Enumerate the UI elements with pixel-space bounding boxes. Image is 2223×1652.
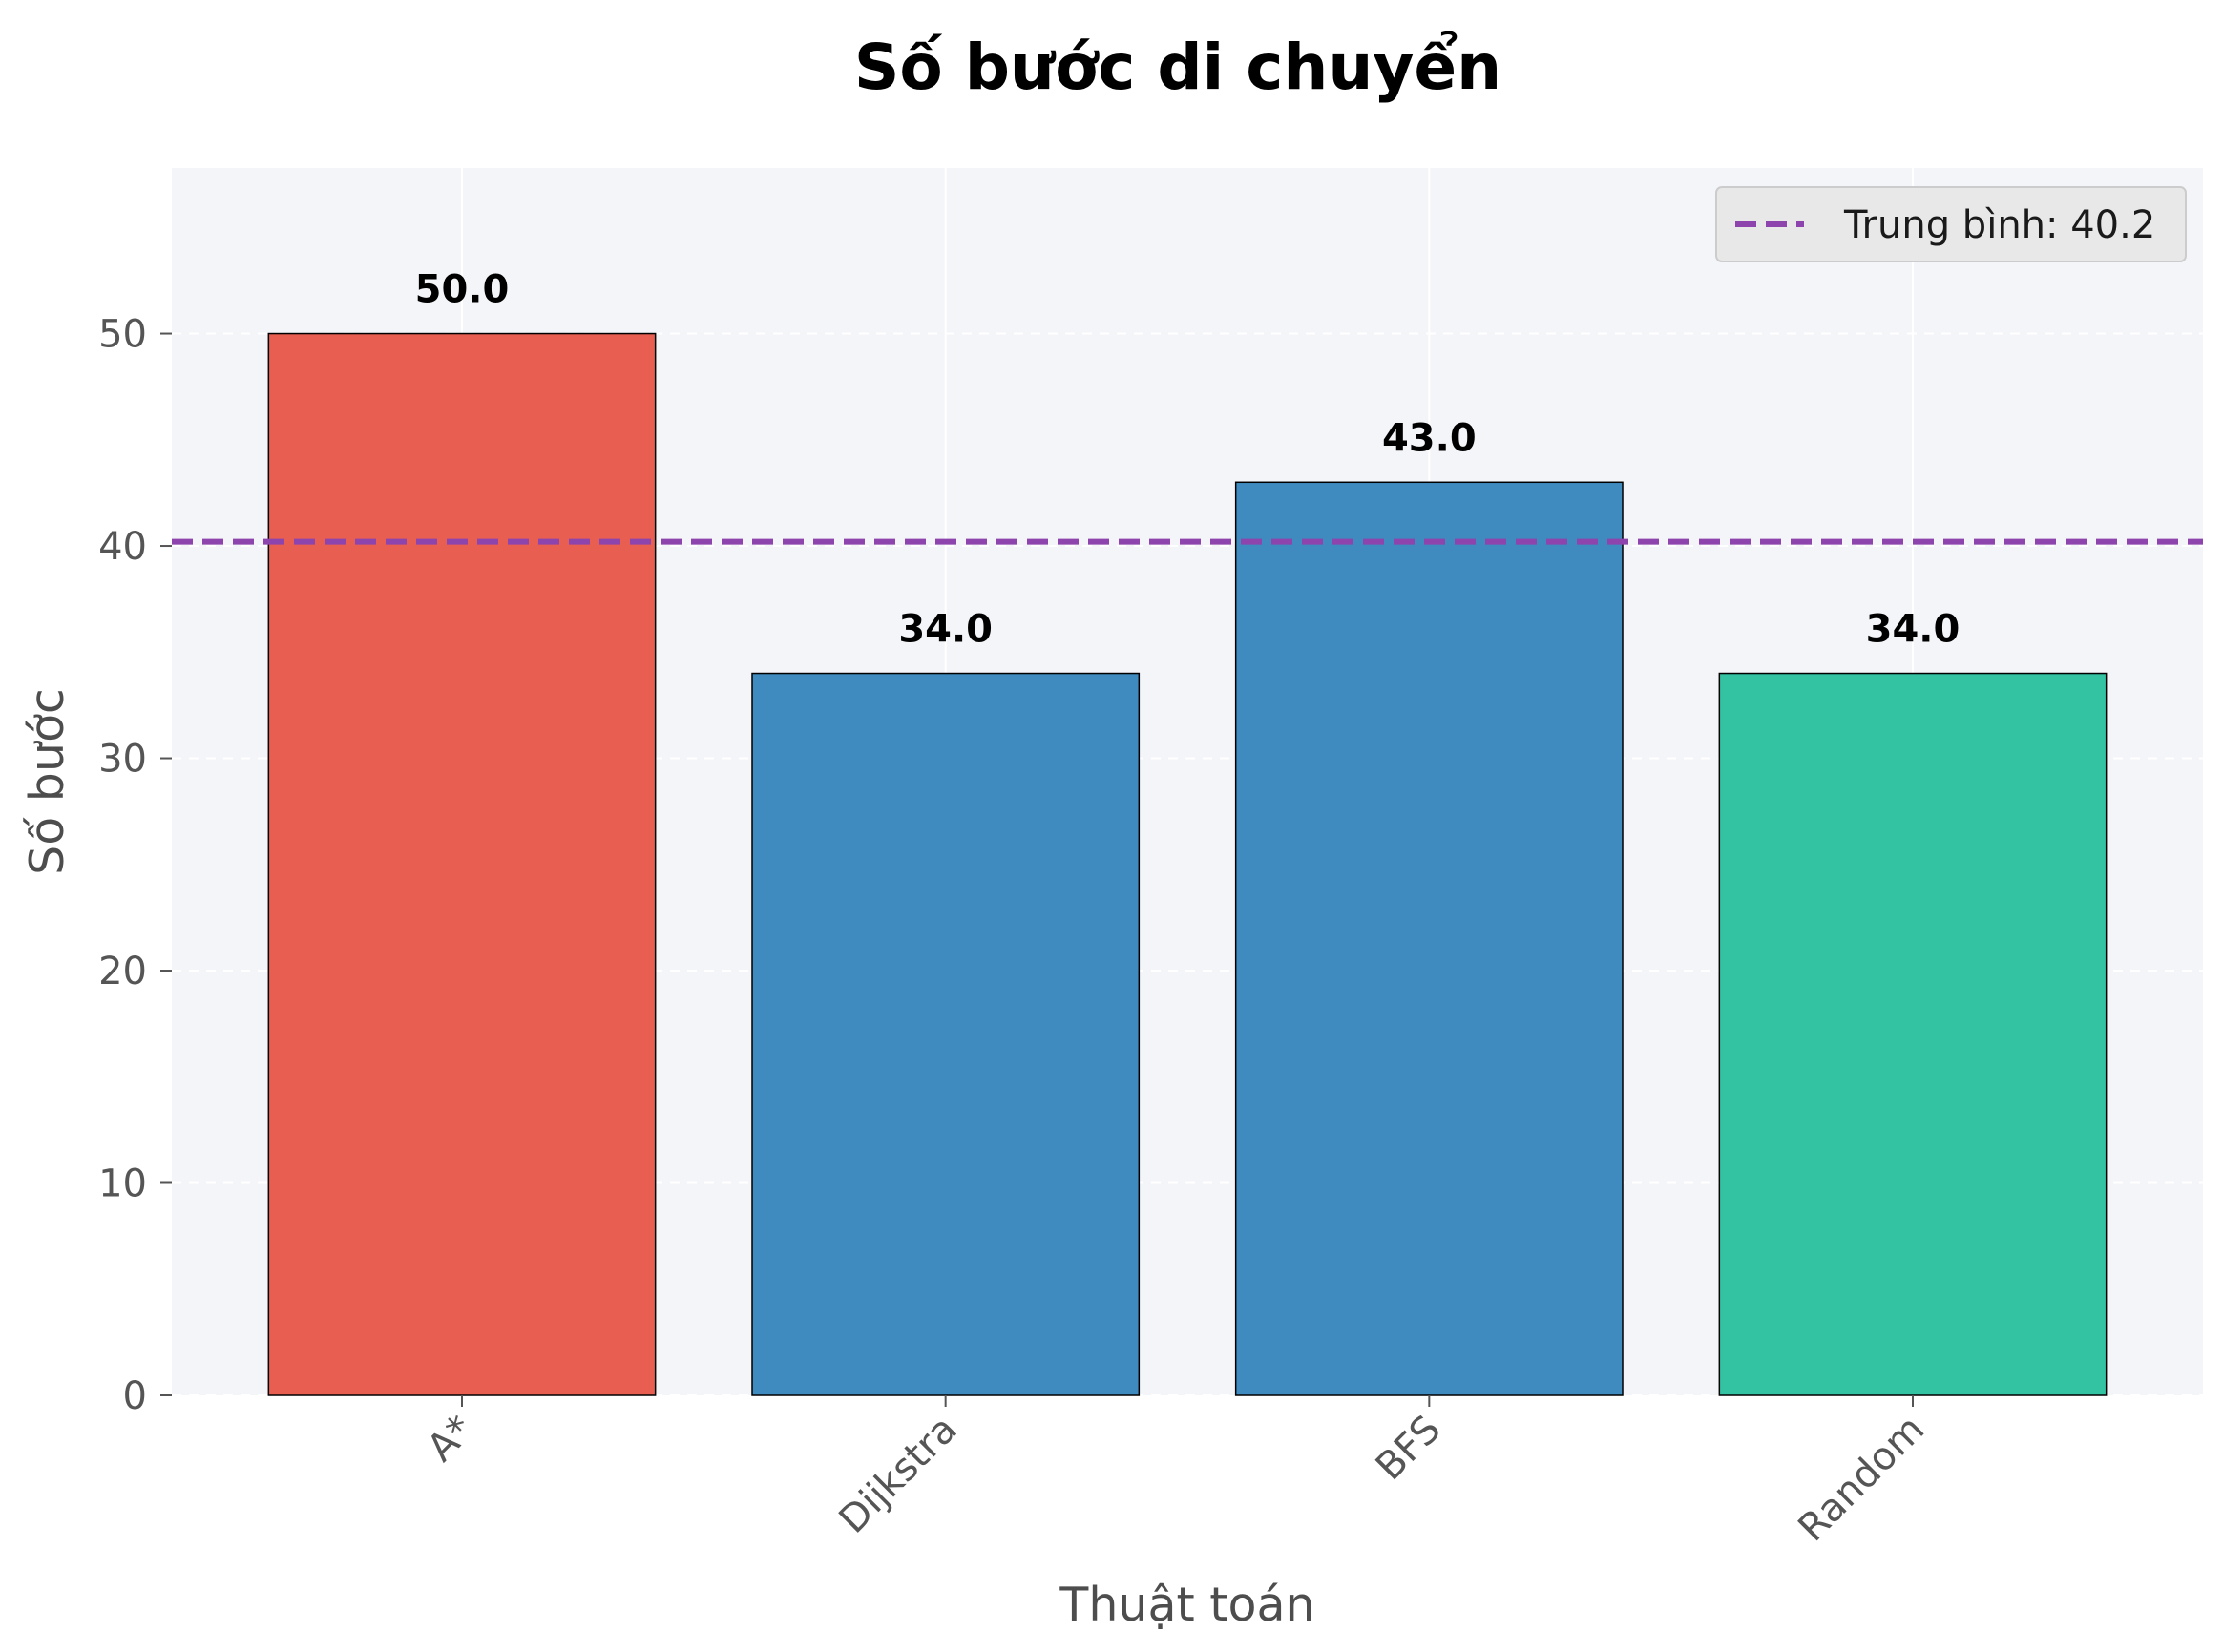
bars <box>267 332 2108 1396</box>
bar-dijkstra <box>751 672 1141 1396</box>
x-axis-label: Thuật toán <box>1059 1578 1314 1632</box>
y-tick-label: 20 <box>98 950 147 993</box>
data-label: 43.0 <box>1382 416 1477 460</box>
bar-random <box>1718 672 2108 1396</box>
y-tick-label: 50 <box>98 313 147 357</box>
bar-bfs <box>1234 481 1624 1396</box>
data-labels: 50.0 34.0 43.0 34.0 <box>415 268 1961 652</box>
legend-box <box>1715 186 2187 262</box>
y-tick-label: 30 <box>98 738 147 782</box>
y-tick-label: 40 <box>98 525 147 569</box>
y-tick-label: 0 <box>123 1374 147 1418</box>
chart-title: Số bước di chuyển <box>854 31 1501 104</box>
legend-label: Trung bình: 40.2 <box>1843 203 2155 247</box>
y-axis-label: Số bước <box>20 688 74 875</box>
data-label: 50.0 <box>415 268 510 312</box>
y-tick-label: 10 <box>98 1162 147 1206</box>
legend: Trung bình: 40.2 <box>1715 186 2187 262</box>
y-axis: 0 10 20 30 40 50 <box>98 313 172 1418</box>
bar-a- <box>267 332 657 1396</box>
data-label: 34.0 <box>898 608 993 652</box>
data-label: 34.0 <box>1866 608 1961 652</box>
